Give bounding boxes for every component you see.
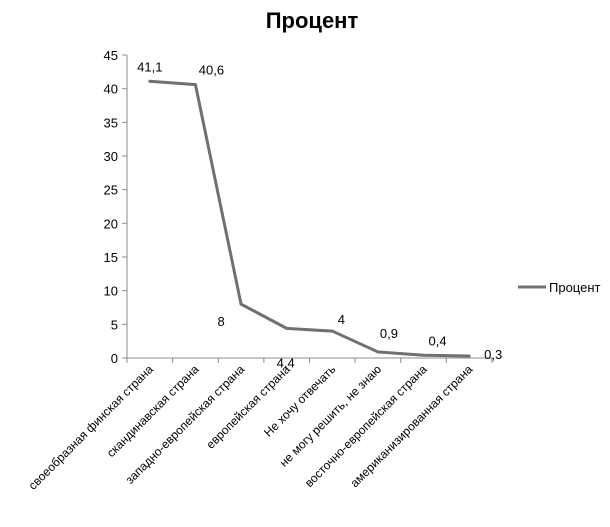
data-point: [193, 83, 197, 87]
data-label: 40,6: [199, 63, 224, 78]
x-category-label: европейская страна: [203, 362, 293, 452]
y-axis-ticks: 0 5 10 15 20 25 30 35 40 45: [104, 48, 127, 366]
y-tick-label: 0: [111, 351, 118, 366]
y-tick-label: 40: [104, 82, 118, 97]
data-label: 0,4: [429, 333, 447, 348]
y-tick-label: 45: [104, 48, 118, 63]
chart-axes: [126, 55, 493, 363]
y-tick-label: 10: [104, 284, 118, 299]
data-point: [148, 79, 152, 83]
x-category-label: скандинавская страна: [104, 362, 202, 460]
y-tick-label: 35: [104, 115, 118, 130]
data-point: [330, 329, 334, 333]
data-point: [422, 353, 426, 357]
data-label: 8: [217, 314, 224, 329]
y-tick-label: 15: [104, 250, 118, 265]
series-line: [149, 79, 470, 358]
data-point: [376, 350, 380, 354]
chart-title: Процент: [266, 8, 359, 33]
y-tick-label: 5: [111, 317, 118, 332]
series-group: [148, 79, 471, 358]
x-axis-categories: своеобразная финская странаскандинавская…: [26, 362, 476, 493]
data-point: [239, 302, 243, 306]
data-label: 0,9: [380, 326, 398, 341]
data-label: 41,1: [137, 59, 162, 74]
y-tick-label: 25: [104, 183, 118, 198]
data-label: 0,3: [484, 347, 502, 362]
data-labels: 41,1 40,6 8 4,4 4 0,9 0,4 0,3: [137, 59, 502, 370]
y-tick-label: 20: [104, 216, 118, 231]
data-point: [285, 326, 289, 330]
y-tick-label: 30: [104, 149, 118, 164]
data-label: 4,4: [277, 355, 295, 370]
legend: Процент: [518, 280, 601, 295]
legend-label: Процент: [549, 280, 601, 295]
data-label: 4: [338, 312, 345, 327]
data-point: [467, 354, 471, 358]
